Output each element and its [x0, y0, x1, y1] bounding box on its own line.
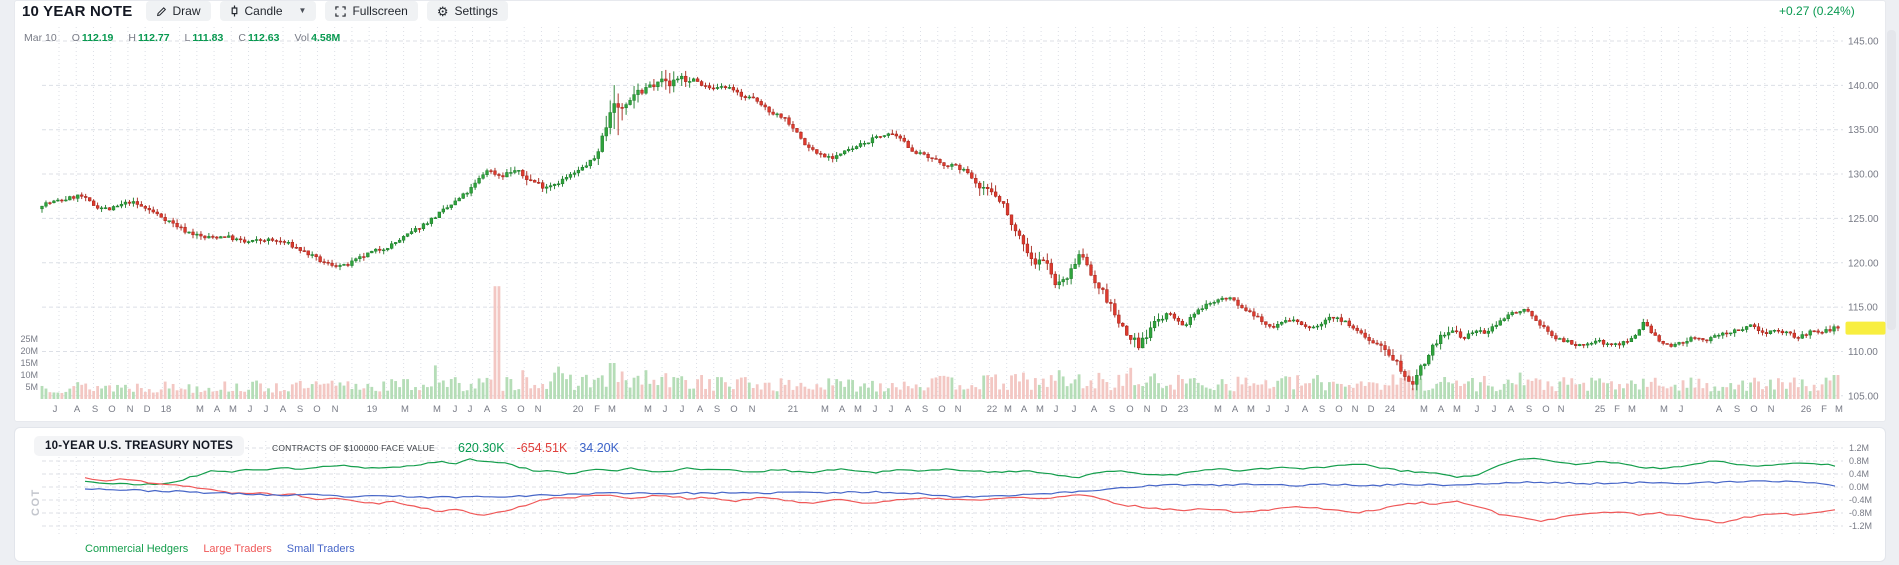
candle-icon — [230, 5, 239, 17]
candle-style-dropdown[interactable]: Candle ▼ — [219, 1, 317, 21]
fullscreen-button[interactable]: Fullscreen — [325, 1, 418, 21]
cot-title[interactable]: 10-YEAR U.S. TREASURY NOTES — [34, 436, 245, 456]
main-chart-panel — [14, 0, 1886, 422]
cot-legend: Commercial Hedgers Large Traders Small T… — [85, 543, 355, 555]
gear-icon: ⚙ — [436, 3, 449, 19]
pencil-icon — [156, 6, 167, 17]
settings-button[interactable]: ⚙ Settings — [426, 1, 508, 21]
cot-value-large: -654.51K — [516, 441, 568, 455]
draw-button[interactable]: Draw — [145, 1, 211, 21]
candle-style-label: Candle — [244, 4, 283, 18]
ohlc-open: O 112.19 — [71, 32, 114, 44]
page-title: 10 YEAR NOTE — [22, 2, 133, 20]
cot-subtitle: CONTRACTS OF $100000 FACE VALUE — [272, 443, 435, 453]
cot-axis-title: COT — [30, 488, 42, 516]
fullscreen-button-label: Fullscreen — [352, 4, 408, 18]
cot-latest-values: 620.30K -654.51K 34.20K — [458, 441, 619, 455]
ohlc-high: H 112.77 — [128, 32, 170, 44]
cot-value-small: 34.20K — [579, 441, 619, 455]
draw-button-label: Draw — [172, 4, 201, 18]
ohlc-volume: Vol 4.58M — [294, 32, 341, 44]
ohlc-date: Mar 10 — [24, 32, 57, 44]
price-change-badge: +0.27 (0.24%) — [1779, 4, 1855, 18]
cot-value-commercial: 620.30K — [458, 441, 505, 455]
legend-large-traders[interactable]: Large Traders — [203, 543, 272, 555]
chart-toolbar: 10 YEAR NOTE Draw Candle ▼ Fullscreen ⚙ … — [22, 0, 508, 22]
chevron-down-icon: ▼ — [298, 6, 307, 15]
scrollbar[interactable] — [1887, 30, 1896, 330]
ohlc-low: L 111.83 — [184, 32, 224, 44]
settings-button-label: Settings — [454, 4, 498, 18]
fullscreen-icon — [335, 5, 347, 17]
ohlc-close: C 112.63 — [238, 32, 280, 44]
legend-small-traders[interactable]: Small Traders — [286, 543, 355, 555]
legend-commercial-hedgers[interactable]: Commercial Hedgers — [85, 543, 189, 555]
ohlc-info: Mar 10 O 112.19 H 112.77 L 111.83 C 112.63 V… — [24, 32, 340, 44]
